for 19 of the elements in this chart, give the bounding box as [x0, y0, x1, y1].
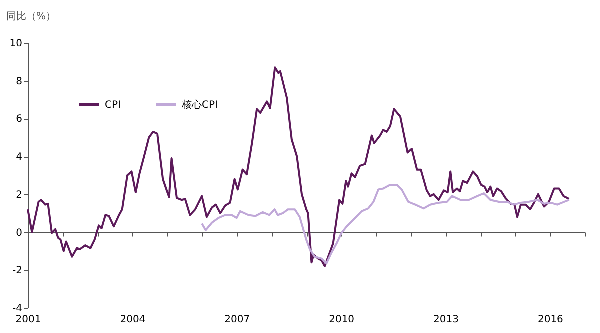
y-tick-label: -4	[12, 304, 22, 314]
y-tick-label: 2	[16, 190, 22, 201]
y-tick-label: 6	[16, 114, 22, 126]
legend-label: 核心CPI	[181, 98, 218, 111]
x-tick-label: 2001	[16, 314, 42, 326]
y-tick-label: 8	[16, 76, 22, 88]
line-series	[27, 66, 570, 268]
y-tick-label: 10	[10, 38, 22, 50]
y-tick-label: -2	[12, 266, 22, 277]
x-tick-label: 2010	[329, 314, 355, 326]
y-tick-label: 4	[16, 152, 22, 164]
legend-label: CPI	[105, 100, 121, 111]
y-tick-label: 0	[16, 228, 22, 239]
x-tick-label: 2013	[434, 314, 459, 326]
x-tick-label: 2007	[224, 314, 250, 326]
x-tick-label: 2004	[120, 314, 146, 326]
x-tick-label: 2016	[538, 314, 564, 326]
line-series	[201, 184, 570, 265]
y-axis-title: 同比（%）	[6, 10, 56, 22]
